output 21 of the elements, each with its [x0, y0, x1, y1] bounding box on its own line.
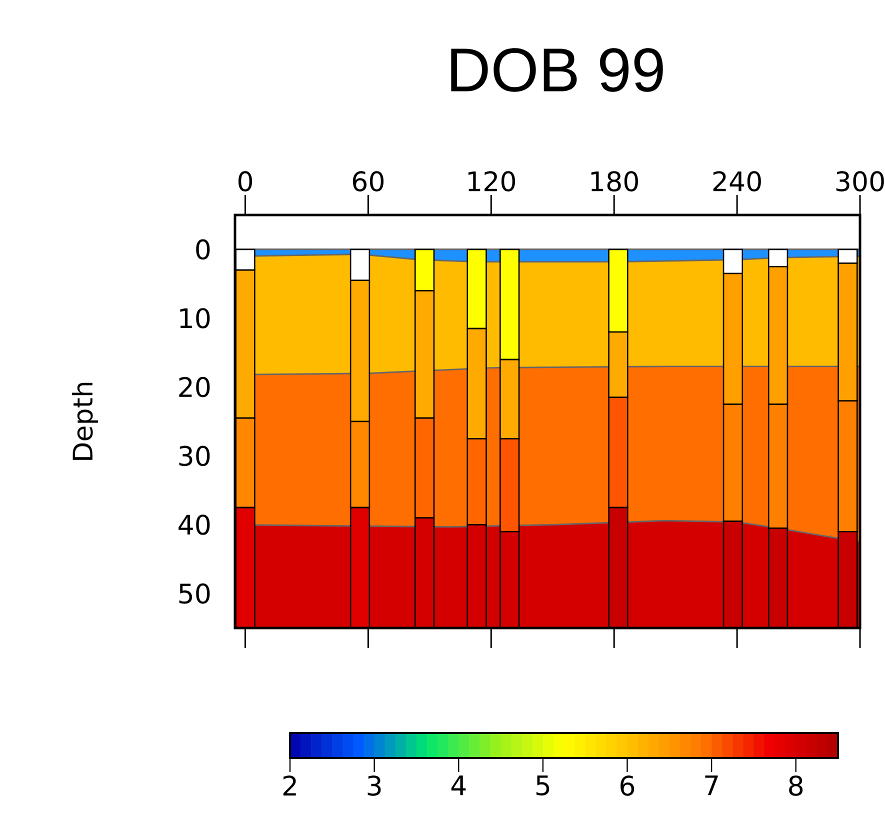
color-bar-label: 4	[451, 776, 466, 796]
x-tick-label: 120	[468, 171, 516, 192]
y-tick-label: 10	[180, 308, 210, 328]
color-bar-label: 2	[283, 776, 296, 796]
chart-title: DOB 99	[451, 48, 663, 92]
x-tick-label: 60	[352, 171, 384, 192]
x-tick-label: 240	[713, 171, 761, 192]
x-tick-label: 180	[591, 171, 638, 192]
color-bar-label: 3	[368, 776, 381, 796]
color-bar-label: 6	[620, 776, 634, 796]
y-tick-label: 50	[179, 583, 210, 604]
color-bar-label: 5	[536, 776, 550, 796]
color-bar-label: 7	[705, 776, 718, 796]
color-bar-label: 8	[789, 776, 803, 796]
x-tick-label: 0	[238, 171, 252, 192]
y-axis-title: Depth	[72, 382, 98, 460]
y-tick-label: 0	[196, 239, 210, 260]
x-tick-label: 300	[836, 171, 884, 192]
y-tick-label: 40	[178, 514, 210, 535]
y-tick-label: 30	[179, 446, 210, 466]
y-tick-label: 20	[179, 376, 210, 398]
